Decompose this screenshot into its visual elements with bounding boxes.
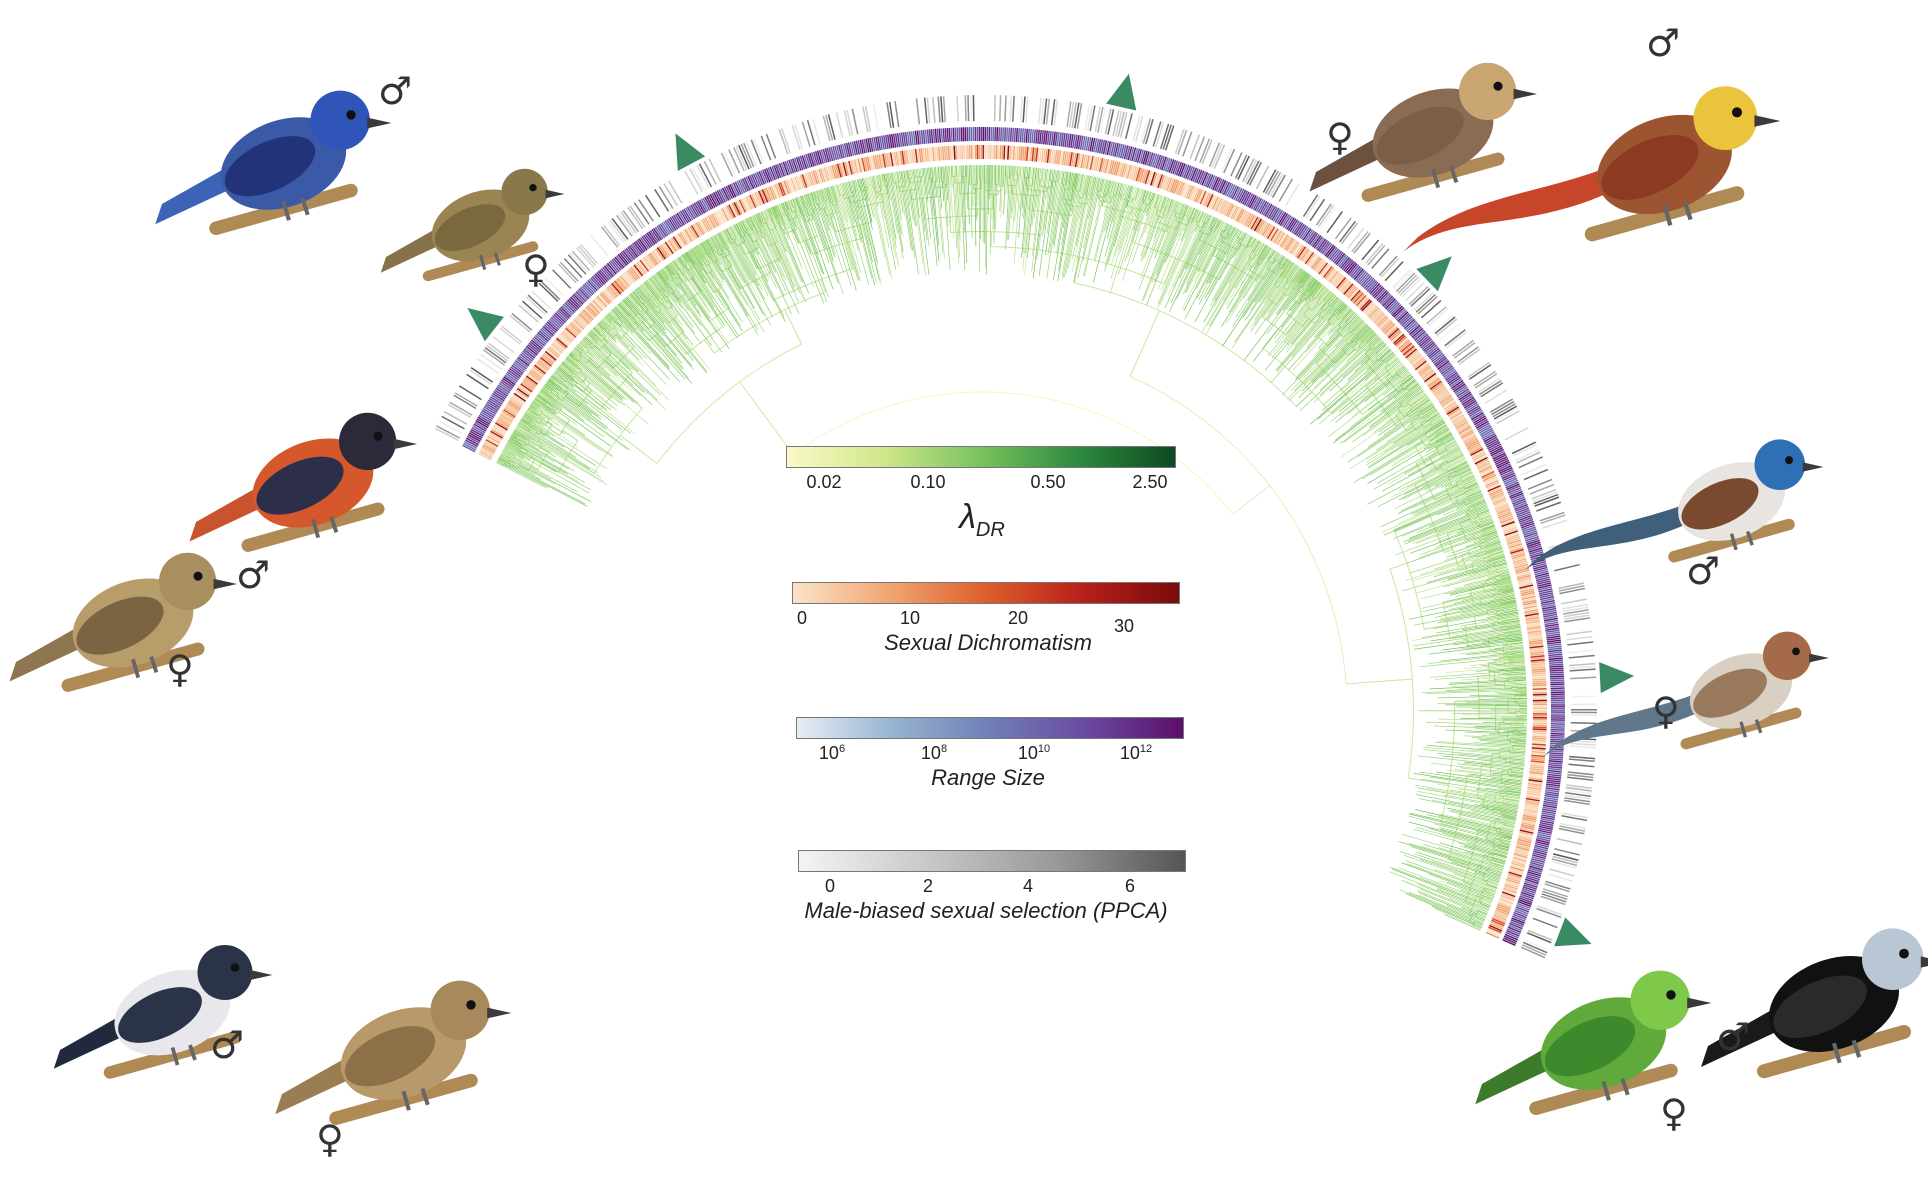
range-legend: 106 108 1010 1012 Range Size — [796, 717, 1184, 797]
female-symbol: ♀ — [1652, 689, 1680, 733]
range-tick: 1010 — [1017, 743, 1051, 763]
lambda-tick: 0.50 — [1030, 472, 1066, 492]
lambda-tick: 0.02 — [806, 472, 842, 492]
dichromatism-title: Sexual Dichromatism — [884, 630, 1092, 655]
dichromatism-legend: 0 10 20 30 Sexual Dichromatism — [792, 582, 1180, 662]
clade-marker — [1599, 662, 1635, 694]
female-symbol: ♀ — [316, 1117, 344, 1161]
female-symbol: ♀ — [522, 247, 550, 291]
male-symbol: ♂ — [378, 69, 413, 113]
clade-markers — [467, 73, 1635, 947]
clade-marker — [1416, 256, 1452, 292]
bird-icon — [1309, 62, 1537, 202]
male-symbol: ♂ — [236, 553, 271, 597]
male-symbol: ♂ — [1686, 549, 1721, 593]
bird-icon — [1524, 439, 1824, 571]
bird-icon — [275, 980, 512, 1126]
ppca-title: Male-biased sexual selection (PPCA) — [804, 898, 1168, 923]
range-tick: 108 — [920, 743, 948, 763]
dichromatism-ring — [478, 144, 1548, 939]
lambda-colorbar — [786, 446, 1176, 468]
female-symbol: ♀ — [166, 647, 194, 691]
lambda-legend: 0.02 0.10 0.50 2.50 λDR — [786, 446, 1176, 546]
bird-icon — [1475, 970, 1712, 1116]
clade-marker — [1106, 73, 1137, 111]
female-symbol: ♀ — [1326, 115, 1354, 159]
range-size-ring — [462, 126, 1566, 946]
bird-icon — [380, 168, 565, 282]
ppca-tick: 4 — [1022, 876, 1034, 896]
clade-marker — [467, 307, 504, 342]
ppca-tick: 2 — [922, 876, 934, 896]
range-tick: 1012 — [1119, 743, 1153, 763]
bird-illustrations — [9, 62, 1928, 1126]
dichromatism-colorbar — [792, 582, 1180, 604]
lambda-title: λDR — [959, 498, 1005, 541]
male-symbol: ♂ — [210, 1023, 245, 1067]
dichromatism-tick: 0 — [796, 608, 808, 628]
bird-icon — [1701, 928, 1928, 1079]
bird-icon — [189, 412, 417, 552]
lambda-tick: 2.50 — [1132, 472, 1168, 492]
lambda-tick: 0.10 — [910, 472, 946, 492]
ppca-tick: 0 — [824, 876, 836, 896]
ppca-legend: 0 2 4 6 Male-biased sexual selection (PP… — [798, 850, 1186, 930]
bird-icon — [53, 945, 273, 1079]
female-symbol: ♀ — [1660, 1091, 1688, 1135]
bird-icon — [155, 90, 392, 236]
male-symbol: ♂ — [1646, 21, 1681, 65]
clade-marker — [1554, 917, 1592, 947]
ppca-tick: 6 — [1124, 876, 1136, 896]
male-symbol: ♂ — [1716, 1015, 1751, 1059]
ppca-colorbar — [798, 850, 1186, 872]
bird-icon — [9, 552, 237, 692]
ppca-ring — [434, 95, 1598, 959]
bird-icon — [1403, 86, 1781, 252]
range-tick: 106 — [818, 743, 846, 763]
dichromatism-tick: 20 — [1007, 608, 1029, 628]
tree-branches — [496, 164, 1528, 931]
dichromatism-tick: 30 — [1113, 616, 1135, 636]
range-colorbar — [796, 717, 1184, 739]
bird-icon — [1543, 631, 1829, 757]
clade-marker — [675, 133, 706, 171]
dichromatism-tick: 10 — [899, 608, 921, 628]
range-title: Range Size — [931, 765, 1045, 790]
